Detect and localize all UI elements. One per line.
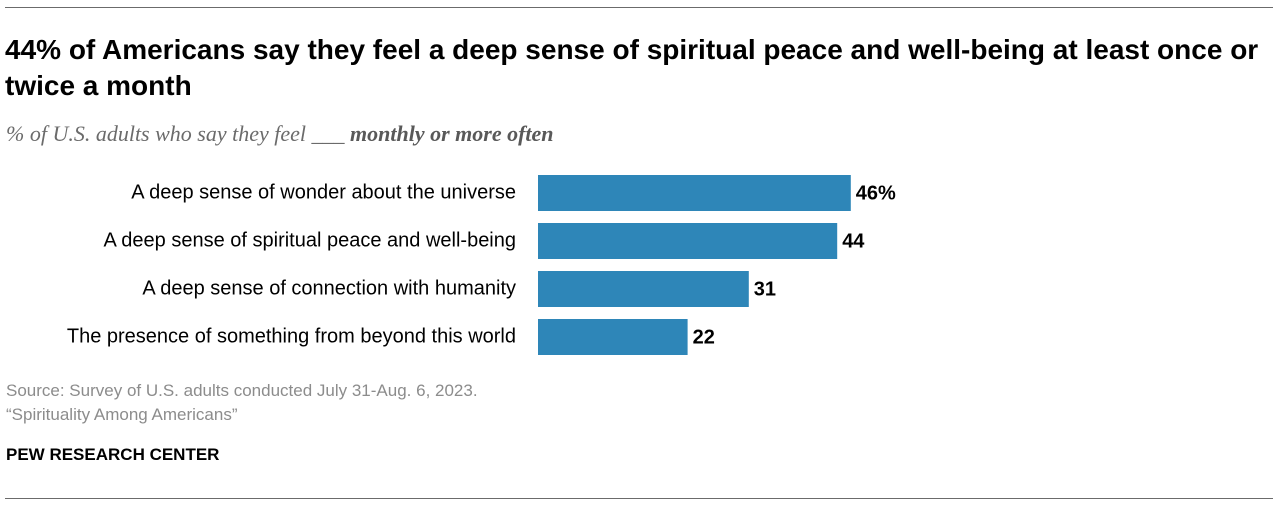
value-label: 46% <box>856 182 896 204</box>
category-label: A deep sense of spiritual peace and well… <box>104 229 517 251</box>
bar <box>538 271 749 307</box>
source-note: Source: Survey of U.S. adults conducted … <box>6 379 478 427</box>
chart-subtitle: % of U.S. adults who say they feel ___ m… <box>6 120 554 148</box>
bar <box>538 175 851 211</box>
chart-title: 44% of Americans say they feel a deep se… <box>5 34 1259 101</box>
value-label: 31 <box>754 278 776 300</box>
category-label: A deep sense of connection with humanity <box>142 277 516 299</box>
subtitle-emphasis: monthly or more often <box>350 121 554 146</box>
subtitle-prefix: % of U.S. adults who say they feel ___ <box>6 121 351 146</box>
source-line: Source: Survey of U.S. adults conducted … <box>6 381 478 400</box>
bar <box>538 319 688 355</box>
brand-logo-text: PEW RESEARCH CENTER <box>6 445 220 464</box>
bar-chart: A deep sense of wonder about the univers… <box>67 175 896 355</box>
bottom-divider <box>5 498 1273 499</box>
value-label: 44 <box>842 230 865 252</box>
top-divider <box>5 7 1273 8</box>
bar <box>538 223 838 259</box>
value-label: 22 <box>693 326 715 348</box>
category-label: The presence of something from beyond th… <box>67 325 516 347</box>
report-title: “Spirituality Among Americans” <box>6 405 238 424</box>
category-label: A deep sense of wonder about the univers… <box>131 181 516 203</box>
